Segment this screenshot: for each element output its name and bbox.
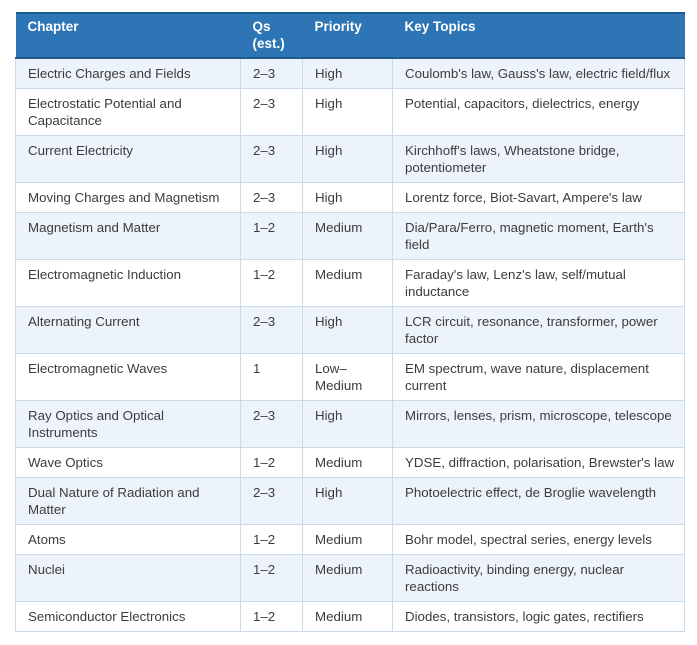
key-topics-cell: Diodes, transistors, logic gates, rectif… [392,601,685,632]
chapter-cell: Current Electricity [15,135,241,183]
qs-cell: 1 [240,353,303,401]
priority-cell: High [302,182,393,213]
table-row: Electromagnetic Waves 1 Low–Medium EM spect… [15,353,685,401]
column-header-keytopics: Key Topics [392,12,685,59]
qs-cell: 2–3 [240,306,303,354]
table-row: Magnetism and Matter 1–2 Medium Dia/Para/Fe… [15,212,685,260]
priority-cell: Medium [302,601,393,632]
table-row: Atoms 1–2 Medium Bohr model, spectral serie… [15,524,685,555]
chapter-cell: Alternating Current [15,306,241,354]
table-row: Ray Optics and Optical Instruments 2–3 Hig… [15,400,685,448]
table-row: Nuclei 1–2 Medium Radioactivity, binding en… [15,554,685,602]
qs-cell: 1–2 [240,524,303,555]
key-topics-cell: Radioactivity, binding energy, nuclear r… [392,554,685,602]
table-row: Dual Nature of Radiation and Matter 2–3 Hi… [15,477,685,525]
priority-cell: Low–Medium [302,353,393,401]
qs-cell: 2–3 [240,477,303,525]
column-header-chapter: Chapter [15,12,241,59]
table-row: Semiconductor Electronics 1–2 Medium Diodes… [15,601,685,632]
chapter-priority-table: Chapter Qs (est.) Priority Key Topics El… [15,12,685,632]
chapter-cell: Dual Nature of Radiation and Matter [15,477,241,525]
table-row: Moving Charges and Magnetism 2–3 High Loren… [15,182,685,213]
column-header-qs: Qs (est.) [240,12,303,59]
header-row: Chapter Qs (est.) Priority Key Topics [15,12,685,59]
chapter-cell: Semiconductor Electronics [15,601,241,632]
key-topics-cell: YDSE, diffraction, polarisation, Brewste… [392,447,685,478]
priority-cell: High [302,88,393,136]
chapter-cell: Ray Optics and Optical Instruments [15,400,241,448]
priority-cell: Medium [302,554,393,602]
priority-cell: High [302,400,393,448]
key-topics-cell: Potential, capacitors, dielectrics, ener… [392,88,685,136]
priority-cell: High [302,306,393,354]
key-topics-cell: Kirchhoff's laws, Wheatstone bridge, pot… [392,135,685,183]
chapter-cell: Electric Charges and Fields [15,57,241,89]
table-row: Wave Optics 1–2 Medium YDSE, diffraction, p… [15,447,685,478]
qs-cell: 2–3 [240,135,303,183]
chapter-cell: Magnetism and Matter [15,212,241,260]
column-header-priority: Priority [302,12,393,59]
qs-cell: 2–3 [240,88,303,136]
table-row: Electric Charges and Fields 2–3 High Coulom… [15,57,685,89]
key-topics-cell: Mirrors, lenses, prism, microscope, tele… [392,400,685,448]
chapter-cell: Atoms [15,524,241,555]
chapter-cell: Electrostatic Potential and Capacitance [15,88,241,136]
qs-cell: 1–2 [240,601,303,632]
priority-cell: High [302,57,393,89]
priority-cell: High [302,477,393,525]
key-topics-cell: Lorentz force, Biot-Savart, Ampere's law [392,182,685,213]
qs-cell: 1–2 [240,212,303,260]
priority-cell: Medium [302,524,393,555]
table-header: Chapter Qs (est.) Priority Key Topics [15,12,685,59]
key-topics-cell: Photoelectric effect, de Broglie wavelen… [392,477,685,525]
table-row: Electrostatic Potential and Capacitance 2… [15,88,685,136]
chapter-cell: Moving Charges and Magnetism [15,182,241,213]
key-topics-cell: Coulomb's law, Gauss's law, electric fie… [392,57,685,89]
qs-cell: 1–2 [240,447,303,478]
qs-cell: 2–3 [240,182,303,213]
key-topics-cell: Bohr model, spectral series, energy leve… [392,524,685,555]
priority-cell: High [302,135,393,183]
qs-cell: 2–3 [240,400,303,448]
chapter-cell: Electromagnetic Induction [15,259,241,307]
table-body: Electric Charges and Fields 2–3 High Coulom… [15,57,685,632]
key-topics-cell: LCR circuit, resonance, transformer, pow… [392,306,685,354]
priority-cell: Medium [302,447,393,478]
priority-cell: Medium [302,212,393,260]
table-row: Alternating Current 2–3 High LCR circuit, r… [15,306,685,354]
qs-cell: 1–2 [240,554,303,602]
table-row: Current Electricity 2–3 High Kirchhoff's la… [15,135,685,183]
table-row: Electromagnetic Induction 1–2 Medium Farada… [15,259,685,307]
qs-cell: 1–2 [240,259,303,307]
chapter-cell: Wave Optics [15,447,241,478]
priority-cell: Medium [302,259,393,307]
key-topics-cell: EM spectrum, wave nature, displacement c… [392,353,685,401]
qs-cell: 2–3 [240,57,303,89]
key-topics-cell: Dia/Para/Ferro, magnetic moment, Earth's… [392,212,685,260]
key-topics-cell: Faraday's law, Lenz's law, self/mutual i… [392,259,685,307]
chapter-cell: Electromagnetic Waves [15,353,241,401]
chapter-cell: Nuclei [15,554,241,602]
